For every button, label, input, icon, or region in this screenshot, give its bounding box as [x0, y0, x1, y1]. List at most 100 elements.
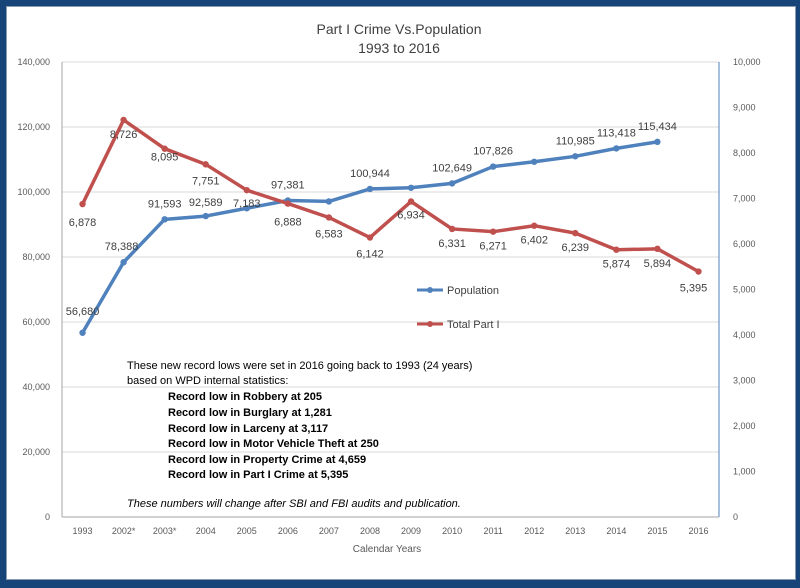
y-right-tick-label: 6,000 — [733, 239, 756, 249]
data-label: 6,331 — [438, 238, 466, 250]
data-label: 7,751 — [192, 175, 220, 187]
data-label: 6,934 — [397, 210, 425, 222]
y-left-tick-label: 140,000 — [17, 57, 50, 67]
data-label: 115,434 — [638, 121, 677, 133]
x-tick-label: 2004 — [196, 526, 216, 536]
x-tick-label: 2003* — [153, 526, 177, 536]
y-right-tick-label: 2,000 — [733, 421, 756, 431]
y-right-tick-label: 8,000 — [733, 148, 756, 158]
data-point — [407, 184, 415, 191]
y-right-tick-label: 5,000 — [733, 285, 756, 295]
record-low-property-crime: Record low in Property Crime at 4,659 — [168, 454, 366, 466]
x-axis-title: Calendar Years — [353, 544, 421, 555]
record-low-burglary: Record low in Burglary at 1,281 — [168, 407, 332, 419]
data-point — [243, 186, 250, 194]
record-low-motor-vehicle-theft: Record low in Motor Vehicle Theft at 250 — [168, 438, 379, 450]
data-point — [613, 145, 620, 152]
data-point — [448, 225, 456, 233]
notes-footer: These numbers will change after SBI and … — [127, 498, 461, 510]
x-tick-label: 2012 — [524, 526, 544, 536]
gridlines — [62, 61, 719, 453]
data-point — [489, 228, 497, 235]
y-left-tick-label: 80,000 — [22, 252, 50, 262]
y-left-tick-label: 60,000 — [22, 317, 50, 327]
data-label: 110,985 — [556, 135, 595, 147]
record-low-part-i-crime: Record low in Part I Crime at 5,395 — [168, 469, 348, 481]
x-tick-label: 2011 — [483, 526, 502, 536]
data-point — [572, 229, 579, 237]
data-point — [161, 216, 168, 223]
y-right-tick-label: 3,000 — [733, 376, 756, 386]
chart-title: Part I Crime Vs.Population — [317, 21, 482, 37]
data-point — [120, 259, 127, 266]
axes: 0 20,000 40,000 60,000 80,000 100,000 120,000 1… — [17, 57, 760, 536]
y-left-tick-label: 40,000 — [22, 382, 50, 392]
x-tick-label: 2002* — [112, 526, 136, 536]
data-label: 6,239 — [562, 242, 590, 254]
x-tick-label: 2007 — [319, 526, 339, 536]
data-point — [654, 245, 661, 253]
chart-subtitle: 1993 to 2016 — [358, 40, 440, 56]
data-label: 5,395 — [680, 283, 708, 295]
y-right-tick-label: 10,000 — [733, 57, 761, 67]
data-label: 107,826 — [473, 146, 513, 158]
data-label: 7,183 — [233, 198, 261, 210]
notes-block: These new record lows were set in 2016 g… — [127, 360, 472, 510]
data-point — [325, 198, 333, 205]
data-point — [654, 138, 661, 146]
legend-total-marker — [427, 321, 433, 327]
data-label: 56,680 — [66, 306, 100, 318]
data-label: 8,095 — [151, 152, 179, 164]
data-point — [572, 153, 579, 160]
data-point — [79, 329, 86, 336]
data-point — [202, 212, 209, 220]
x-tick-label: 2014 — [606, 526, 626, 536]
data-label: 97,381 — [271, 180, 305, 192]
series-line-1 — [80, 118, 700, 274]
record-low-robbery: Record low in Robbery at 205 — [168, 391, 322, 403]
y-right-tick-label: 7,000 — [733, 194, 756, 204]
data-label: 6,271 — [479, 241, 507, 253]
data-label: 6,878 — [69, 217, 97, 229]
record-low-larceny: Record low in Larceny at 3,117 — [168, 423, 328, 435]
y-right-tick-label: 4,000 — [733, 330, 756, 340]
data-point — [243, 205, 250, 212]
data-label: 91,593 — [148, 198, 182, 210]
y-left-tick-label: 20,000 — [22, 447, 50, 457]
data-point — [489, 163, 497, 170]
data-point — [531, 222, 538, 229]
legend-population-label: Population — [447, 285, 499, 297]
y-right-tick-label: 9,000 — [733, 103, 756, 113]
data-label: 6,888 — [274, 217, 302, 229]
data-label: 6,402 — [520, 235, 548, 247]
chart-panel: Part I Crime Vs.Population 1993 to 2016 … — [6, 6, 796, 580]
y-left-tick-label: 0 — [45, 512, 50, 522]
y-left-tick-label: 120,000 — [17, 122, 50, 132]
data-label: 92,589 — [189, 197, 223, 209]
x-tick-label: 1993 — [73, 526, 93, 536]
data-point — [366, 234, 374, 241]
data-label: 100,944 — [350, 168, 390, 180]
line-chart: Part I Crime Vs.Population 1993 to 2016 … — [17, 21, 760, 555]
plot-area: 56,680 78,388 91,593 92,589 97,381 100,944 102… — [66, 116, 708, 336]
y-right-tick-label: 0 — [733, 512, 738, 522]
data-label: 78,388 — [105, 241, 139, 253]
data-point — [448, 180, 456, 187]
data-point — [613, 246, 620, 253]
data-label: 8,726 — [110, 129, 138, 141]
x-tick-label: 2006 — [278, 526, 298, 536]
notes-intro-line-1: These new record lows were set in 2016 g… — [127, 360, 472, 372]
x-tick-label: 2010 — [442, 526, 462, 536]
y-right-tick-label: 1,000 — [733, 467, 756, 477]
legend: Population Total Part I — [417, 285, 500, 331]
data-label: 102,649 — [432, 162, 472, 174]
data-label: 6,142 — [356, 249, 384, 261]
data-label: 5,894 — [644, 258, 672, 270]
data-point — [366, 185, 374, 193]
legend-population-marker — [427, 287, 433, 293]
y-left-tick-label: 100,000 — [17, 187, 50, 197]
data-point — [161, 145, 168, 152]
data-label: 113,418 — [597, 127, 636, 139]
data-point — [79, 200, 86, 208]
